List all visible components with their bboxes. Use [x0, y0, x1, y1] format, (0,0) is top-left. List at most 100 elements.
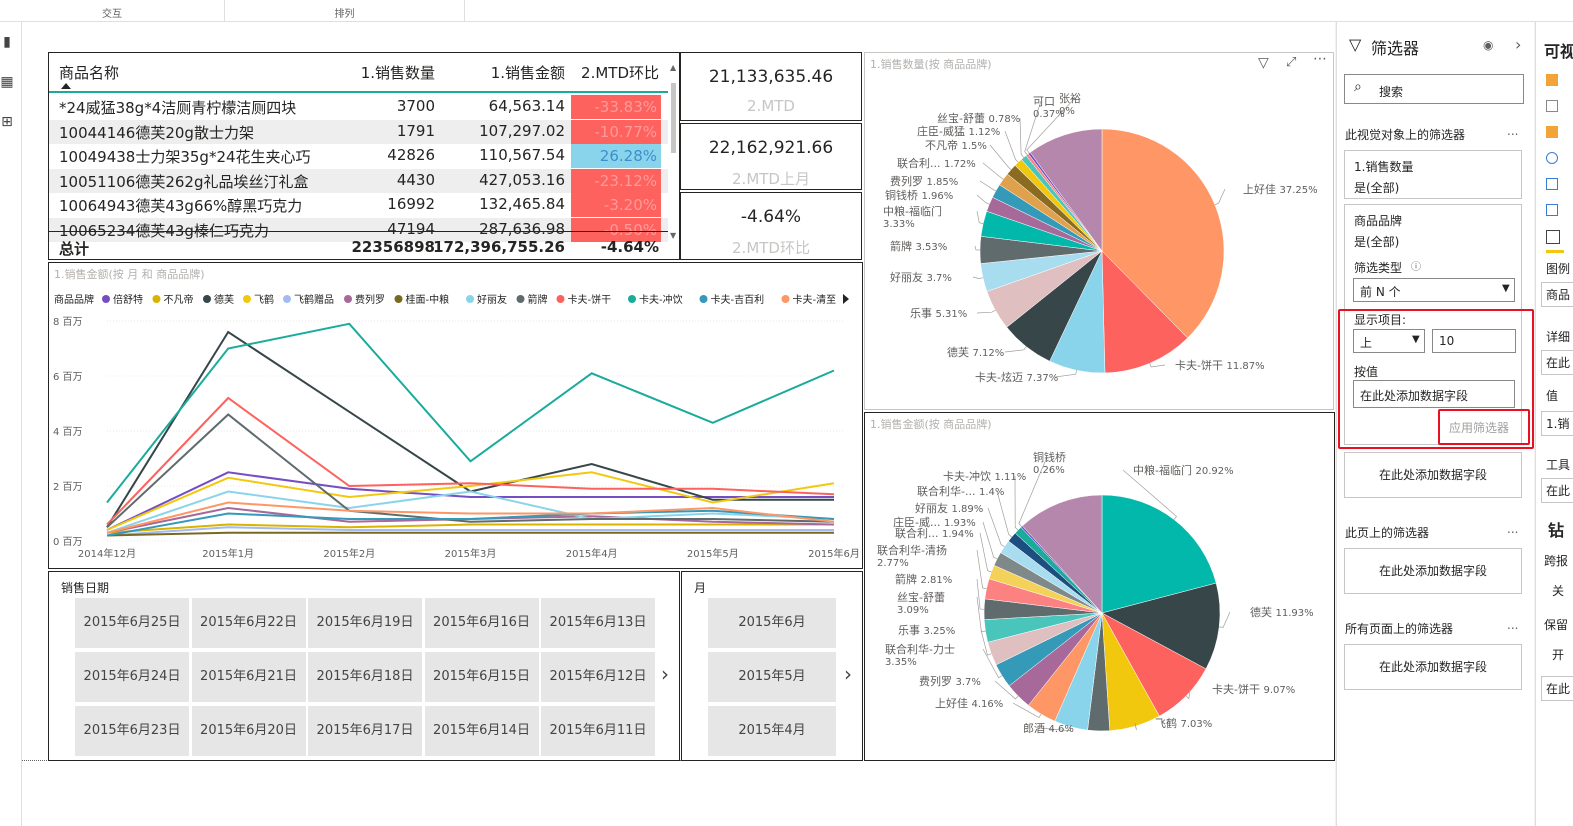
legend-item[interactable]: 不凡帝 — [164, 293, 194, 306]
info-icon[interactable]: ⓘ — [1411, 262, 1421, 273]
line-series-7[interactable] — [106, 490, 835, 534]
viz-keep-filters-value[interactable]: 开 — [1552, 648, 1565, 662]
viz-icons[interactable] — [1546, 74, 1564, 254]
date-slicer-item[interactable]: 2015年6月25日 — [75, 598, 189, 648]
section-all-more[interactable]: ... — [1507, 618, 1519, 632]
line-series-10[interactable] — [106, 322, 835, 504]
line-series-0[interactable] — [106, 471, 834, 531]
pie-slice[interactable] — [1101, 582, 1221, 670]
scroll-down-icon[interactable]: ▼ — [670, 231, 677, 240]
viz-drill-field[interactable]: 在此 — [1541, 676, 1573, 701]
legend-item[interactable]: 卡夫-饼干 — [568, 293, 612, 306]
legend-item[interactable]: 卡夫-吉百利 — [711, 293, 765, 306]
col-header-qty[interactable]: 1.销售数量 — [360, 64, 435, 82]
pie-chart-amount[interactable]: 1.销售金额(按 商品品牌) 中粮-福临门 20.92% 德芙 11.93% 卡夫-… — [864, 412, 1335, 761]
pie-slice[interactable] — [1029, 128, 1103, 252]
viz-values-field[interactable]: 1.销 — [1541, 411, 1573, 436]
filter-card-brand[interactable]: 商品品牌 是(全部) 筛选类型 ⓘ 前 N 个 ▼ 显示项目: 上 ▼ 10 按… — [1344, 204, 1522, 445]
date-slicer-item[interactable]: 2015年6月22日 — [191, 598, 306, 648]
date-slicer-item[interactable]: 2015年6月16日 — [424, 598, 539, 648]
fields-icon[interactable] — [1546, 230, 1560, 244]
scroll-thumb[interactable] — [671, 83, 676, 153]
line-chart-icon[interactable] — [1546, 100, 1558, 112]
line-series-12[interactable] — [106, 501, 835, 534]
line-series-9[interactable] — [106, 396, 835, 526]
report-view-icon[interactable]: ▮ — [3, 34, 11, 50]
count-input[interactable]: 10 — [1432, 329, 1516, 353]
col-header-amount[interactable]: 1.销售金额 — [490, 64, 565, 82]
page-add-field[interactable]: 在此处添加数据字段 — [1344, 548, 1522, 594]
date-slicer-item[interactable]: 2015年6月20日 — [191, 706, 306, 756]
pie-chart-qty[interactable]: 1.销售数量(按 商品品牌) ▽ ⤢ ⋯ 上好佳 37.25% 卡夫-饼干 11.… — [864, 51, 1334, 410]
legend-item[interactable]: 卡夫-清至 — [793, 293, 837, 306]
ribbon-group-arrange[interactable]: 排列 — [225, 0, 465, 22]
ribbon-group-interact[interactable]: 交互 — [0, 0, 225, 22]
date-slicer-item[interactable]: 2015年6月23日 — [75, 706, 189, 756]
data-view-icon[interactable]: ▦ — [0, 74, 14, 90]
pie-slice[interactable] — [1022, 494, 1103, 614]
month-slicer-item[interactable]: 2015年5月 — [708, 652, 836, 702]
table-row[interactable]: 10065234德芙43g榛仁巧克力 47194 287,636.98 -0.50% — [49, 217, 669, 242]
viz-cross-report-value[interactable]: 关 — [1552, 584, 1565, 598]
table-scrollbar[interactable]: ▲ ▼ — [668, 53, 679, 258]
focus-mode-icon[interactable]: ⤢ — [1286, 55, 1297, 70]
map-icon[interactable] — [1546, 152, 1558, 164]
filter-card-qty[interactable]: 1.销售数量 是(全部) — [1344, 150, 1522, 199]
date-slicer-item[interactable]: 2015年6月12日 — [541, 652, 655, 702]
card-mtd-ratio[interactable]: -4.64% 2.MTD环比 — [680, 192, 862, 260]
table-row[interactable]: *24威猛38g*4洁厕青柠檬洁厕四块 3700 64,563.14 -33.83% — [49, 95, 669, 119]
all-add-field[interactable]: 在此处添加数据字段 — [1344, 644, 1522, 690]
date-slicer-item[interactable]: 2015年6月18日 — [308, 652, 422, 702]
filter-icon[interactable]: ▽ — [1258, 55, 1269, 71]
line-series-2[interactable] — [106, 330, 834, 528]
date-slicer-item[interactable]: 2015年6月17日 — [308, 706, 422, 756]
viz-tooltips-field[interactable]: 在此 — [1541, 478, 1573, 503]
viz-legend-field[interactable]: 商品 — [1541, 282, 1573, 307]
line-series-4[interactable] — [106, 526, 834, 537]
section-page-more[interactable]: ... — [1507, 522, 1519, 536]
date-slicer-next-icon[interactable]: › — [661, 662, 669, 686]
legend-item[interactable]: 倍舒特 — [113, 293, 143, 306]
date-slicer-item[interactable]: 2015年6月14日 — [424, 706, 539, 756]
legend-item[interactable]: 卡夫-冲饮 — [639, 293, 683, 306]
table-row[interactable]: 10064943德芙43g66%醇黑巧克力 16992 132,465.84 -3.2… — [49, 193, 669, 217]
line-chart[interactable]: 1.销售金额(按 月 和 商品品牌) 商品品牌 倍舒特 不凡帝 德芙 飞鹤 飞鹤赠品 费列罗… — [48, 262, 863, 569]
line-series-8[interactable] — [106, 413, 835, 529]
month-slicer-item[interactable]: 2015年6月 — [708, 598, 836, 648]
more-options-icon[interactable]: ⋯ — [1313, 51, 1327, 67]
month-slicer-next-icon[interactable]: › — [844, 662, 852, 686]
date-slicer-item[interactable]: 2015年6月13日 — [541, 598, 655, 648]
table-row[interactable]: 10049438士力架35g*24花生夹心巧 42826 110,567.54 26.… — [49, 144, 669, 168]
date-slicer-item[interactable]: 2015年6月19日 — [308, 598, 422, 648]
legend-item[interactable]: 桂面-中粮 — [406, 293, 450, 306]
legend-item[interactable]: 好丽友 — [477, 293, 507, 306]
line-series-6[interactable] — [106, 531, 834, 537]
format-icon[interactable] — [1546, 204, 1558, 216]
legend-item[interactable]: 箭牌 — [528, 293, 548, 306]
legend-item[interactable]: 费列罗 — [355, 293, 385, 306]
date-slicer-item[interactable]: 2015年6月11日 — [541, 706, 655, 756]
month-slicer-item[interactable]: 2015年4月 — [708, 706, 836, 756]
date-slicer-item[interactable]: 2015年6月24日 — [75, 652, 189, 702]
filter-type-select[interactable]: 前 N 个 ▼ — [1353, 278, 1515, 302]
table-row[interactable]: 10044146德芙20g散士力架 1791 107,297.02 -10.77% — [49, 119, 669, 144]
legend-next-icon[interactable] — [843, 294, 849, 304]
bar-chart-icon[interactable] — [1546, 74, 1558, 86]
date-slicer[interactable]: 销售日期 2015年6月25日 2015年6月22日 2015年6月19日 2015年… — [48, 571, 680, 761]
product-table[interactable]: 商品名称 1.销售数量 1.销售金额 2.MTD环比 *24威猛38g*4洁厕青… — [48, 52, 680, 260]
collapse-pane-icon[interactable]: › — [1515, 35, 1522, 54]
line-series-11[interactable] — [106, 509, 835, 537]
model-view-icon[interactable]: ⊞ — [1, 114, 13, 130]
col-header-name[interactable]: 商品名称 — [59, 64, 120, 82]
section-visual-more[interactable]: ... — [1507, 124, 1519, 138]
line-series-1[interactable] — [106, 523, 834, 534]
legend-item[interactable]: 飞鹤赠品 — [294, 293, 334, 306]
legend-item[interactable]: 德芙 — [214, 293, 234, 306]
search-input[interactable]: 搜索 — [1379, 85, 1404, 99]
visual-add-field[interactable]: 在此处添加数据字段 — [1344, 452, 1522, 498]
table-row[interactable]: 10051106德芙262g礼品埃丝汀礼盒 4430 427,053.16 -23.1… — [49, 168, 669, 193]
date-slicer-item[interactable]: 2015年6月15日 — [424, 652, 539, 702]
line-series-3[interactable] — [106, 471, 835, 531]
date-slicer-item[interactable]: 2015年6月21日 — [191, 652, 306, 702]
scroll-up-icon[interactable]: ▲ — [670, 63, 677, 72]
